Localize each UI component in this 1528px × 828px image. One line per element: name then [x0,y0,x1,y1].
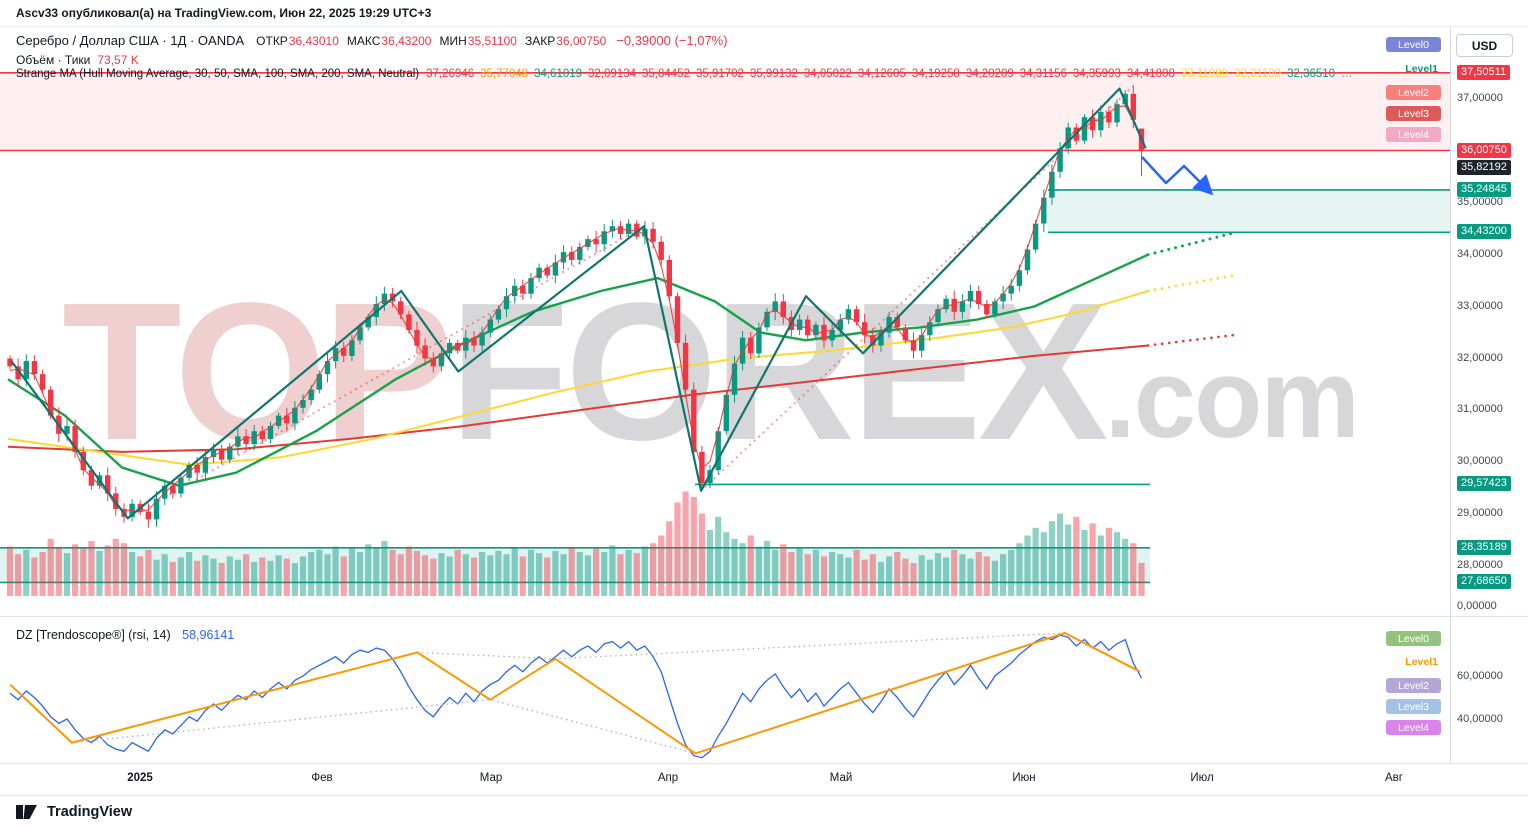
indicator-row: Strange MA (Hull Moving Average, 30, 50,… [16,68,1359,80]
indicator-value: 37,26946 [426,68,475,80]
rsi-level-level2: Level2 [1386,678,1441,693]
main-level-level2: Level2 [1386,85,1441,100]
symbol-row: Серебро / Доллар США · 1Д · OANDA ОТКР36… [16,33,728,48]
rsi-level-level4: Level4 [1386,720,1441,735]
price-axis-tick: 28,00000 [1457,559,1503,572]
price-axis-tick: 32,00000 [1457,351,1503,364]
time-axis-label: Июн [1012,772,1036,784]
ohlc-item: МИН35,51100 [439,34,517,48]
price-level-badge: 35,82192 [1457,160,1511,176]
rsi-value: 58,96141 [182,628,235,642]
price-level-badge: 36,00750 [1457,142,1511,158]
price-pane-chart[interactable] [0,60,1450,616]
ohlc-item: ЗАКР36,00750 [524,34,607,48]
rsi-pane-chart[interactable] [0,622,1450,762]
main-level-level3: Level3 [1386,106,1441,121]
price-axis[interactable]: 37,50511 37,00000 36,00750 35,82192 35,24845… [1451,0,1528,795]
time-axis-label: 2025 [127,772,153,784]
indicator-value: 35,77048 [480,68,529,80]
time-axis[interactable]: 2025 Фев Мар Апр Май Июн Июл Авг [0,764,1528,795]
currency-button[interactable]: USD [1456,34,1513,57]
time-axis-label: Июл [1190,772,1214,784]
price-axis-border [1450,27,1451,764]
main-level-level1: Level1 [1405,62,1438,75]
tradingview-brand-text: TradingView [47,804,133,820]
price-level-badge: 29,57423 [1457,476,1511,492]
pane-separator[interactable] [0,616,1528,617]
time-axis-label: Фев [311,772,333,784]
price-level-badge: 37,50511 [1457,64,1511,80]
indicator-value: 34,31156 [1019,68,1067,80]
indicator-value: … [1341,68,1353,80]
indicator-value: 34,35993 [1072,68,1121,80]
indicator-value: 34,61019 [534,68,583,80]
rsi-level-level1: Level1 [1405,655,1438,668]
ohlc-item: МАКС36,43200 [346,34,432,48]
ohlc-values: ОТКР36,43010 МАКС36,43200 МИН35,51100 ЗАКР3… [256,33,614,48]
price-axis-tick: 34,00000 [1457,247,1503,260]
price-level-badge: 28,35189 [1457,539,1511,555]
indicator-value: 32,31190 [1233,68,1282,80]
rsi-axis-tick: 40,00000 [1457,713,1503,725]
volume-label[interactable]: Объём · Тики [16,53,91,67]
price-level-badge: 35,24845 [1457,181,1511,197]
indicator-value: 34,19258 [911,68,960,80]
indicator-value: 35,99132 [749,68,798,80]
rsi-indicator-label[interactable]: DZ [Trendoscope®] (rsi, 14) [16,628,171,642]
volume-value: 73,57 K [97,53,139,67]
indicator-value: 35,91702 [695,68,744,80]
price-axis-tick: 29,00000 [1457,507,1503,520]
indicator-values: 37,26946 35,77048 34,61019 32,09134 35,84452… [426,68,1358,80]
time-axis-label: Мар [479,772,503,784]
main-level-level0: Level0 [1386,37,1441,52]
publication-bar: Ascv33 опубликовал(а) на TradingView.com… [0,0,1528,27]
rsi-title-row: DZ [Trendoscope®] (rsi, 14) 58,96141 [16,628,234,642]
ohlc-item: ОТКР36,43010 [256,34,339,48]
footer-bar: TradingView [0,795,1528,828]
indicator-value: 35,84452 [642,68,690,80]
indicator-value: 34,05022 [803,68,852,80]
publication-text: Ascv33 опубликовал(а) на TradingView.com… [16,6,432,20]
price-axis-tick: 0,00000 [1457,600,1497,612]
indicator-value: 32,36510 [1287,68,1336,80]
time-axis-label: Апр [657,772,679,784]
rsi-level-level3: Level3 [1386,699,1441,714]
volume-row: Объём · Тики 73,57 K [16,53,139,67]
main-level-level4: Level4 [1386,127,1441,142]
tradingview-logo-icon [16,805,37,819]
rsi-axis-tick: 60,00000 [1457,670,1503,682]
indicator-value: 34,41808 [1126,68,1175,80]
price-axis-tick: 31,00000 [1457,403,1503,416]
indicator-value: 33,11980 [1180,68,1228,80]
pane-separator[interactable] [0,763,1528,764]
indicator-value: 32,09134 [588,68,636,80]
indicator-label[interactable]: Strange MA (Hull Moving Average, 30, 50,… [16,68,420,80]
price-level-badge: 27,68650 [1457,574,1511,590]
price-axis-tick: 30,00000 [1457,455,1503,468]
price-axis-tick: 33,00000 [1457,299,1503,312]
symbol-title[interactable]: Серебро / Доллар США · 1Д · OANDA [16,33,245,48]
indicator-value: 34,12605 [857,68,906,80]
price-axis-tick: 37,00000 [1457,92,1503,104]
time-axis-label: Май [829,772,853,784]
price-level-badge: 34,43200 [1457,224,1511,240]
rsi-level-level0: Level0 [1386,631,1441,646]
change-value: −0,39000 (−1,07%) [616,33,728,48]
tradingview-logo[interactable]: TradingView [14,802,132,822]
indicator-value: 34,20209 [965,68,1014,80]
time-axis-label: Авг [1385,772,1403,784]
price-axis-tick: 35,00000 [1457,195,1503,208]
